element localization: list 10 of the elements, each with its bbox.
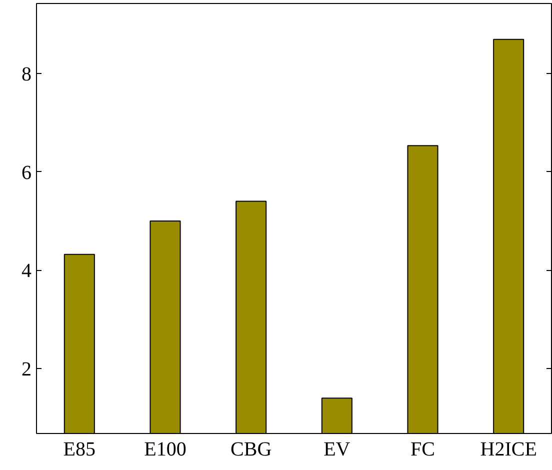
x-tick-label: FC xyxy=(410,438,435,460)
x-tick-label: CBG xyxy=(230,438,272,460)
x-tick-label: E100 xyxy=(144,438,186,460)
x-tick-label: EV xyxy=(324,438,351,460)
y-tick-label: 2 xyxy=(22,358,32,381)
x-tick-label: E85 xyxy=(63,438,96,460)
y-tick-label: 6 xyxy=(22,162,32,184)
y-tick-label: 4 xyxy=(22,260,32,282)
x-tick-label: H2ICE xyxy=(480,438,537,460)
y-tick-label: 8 xyxy=(22,63,32,86)
